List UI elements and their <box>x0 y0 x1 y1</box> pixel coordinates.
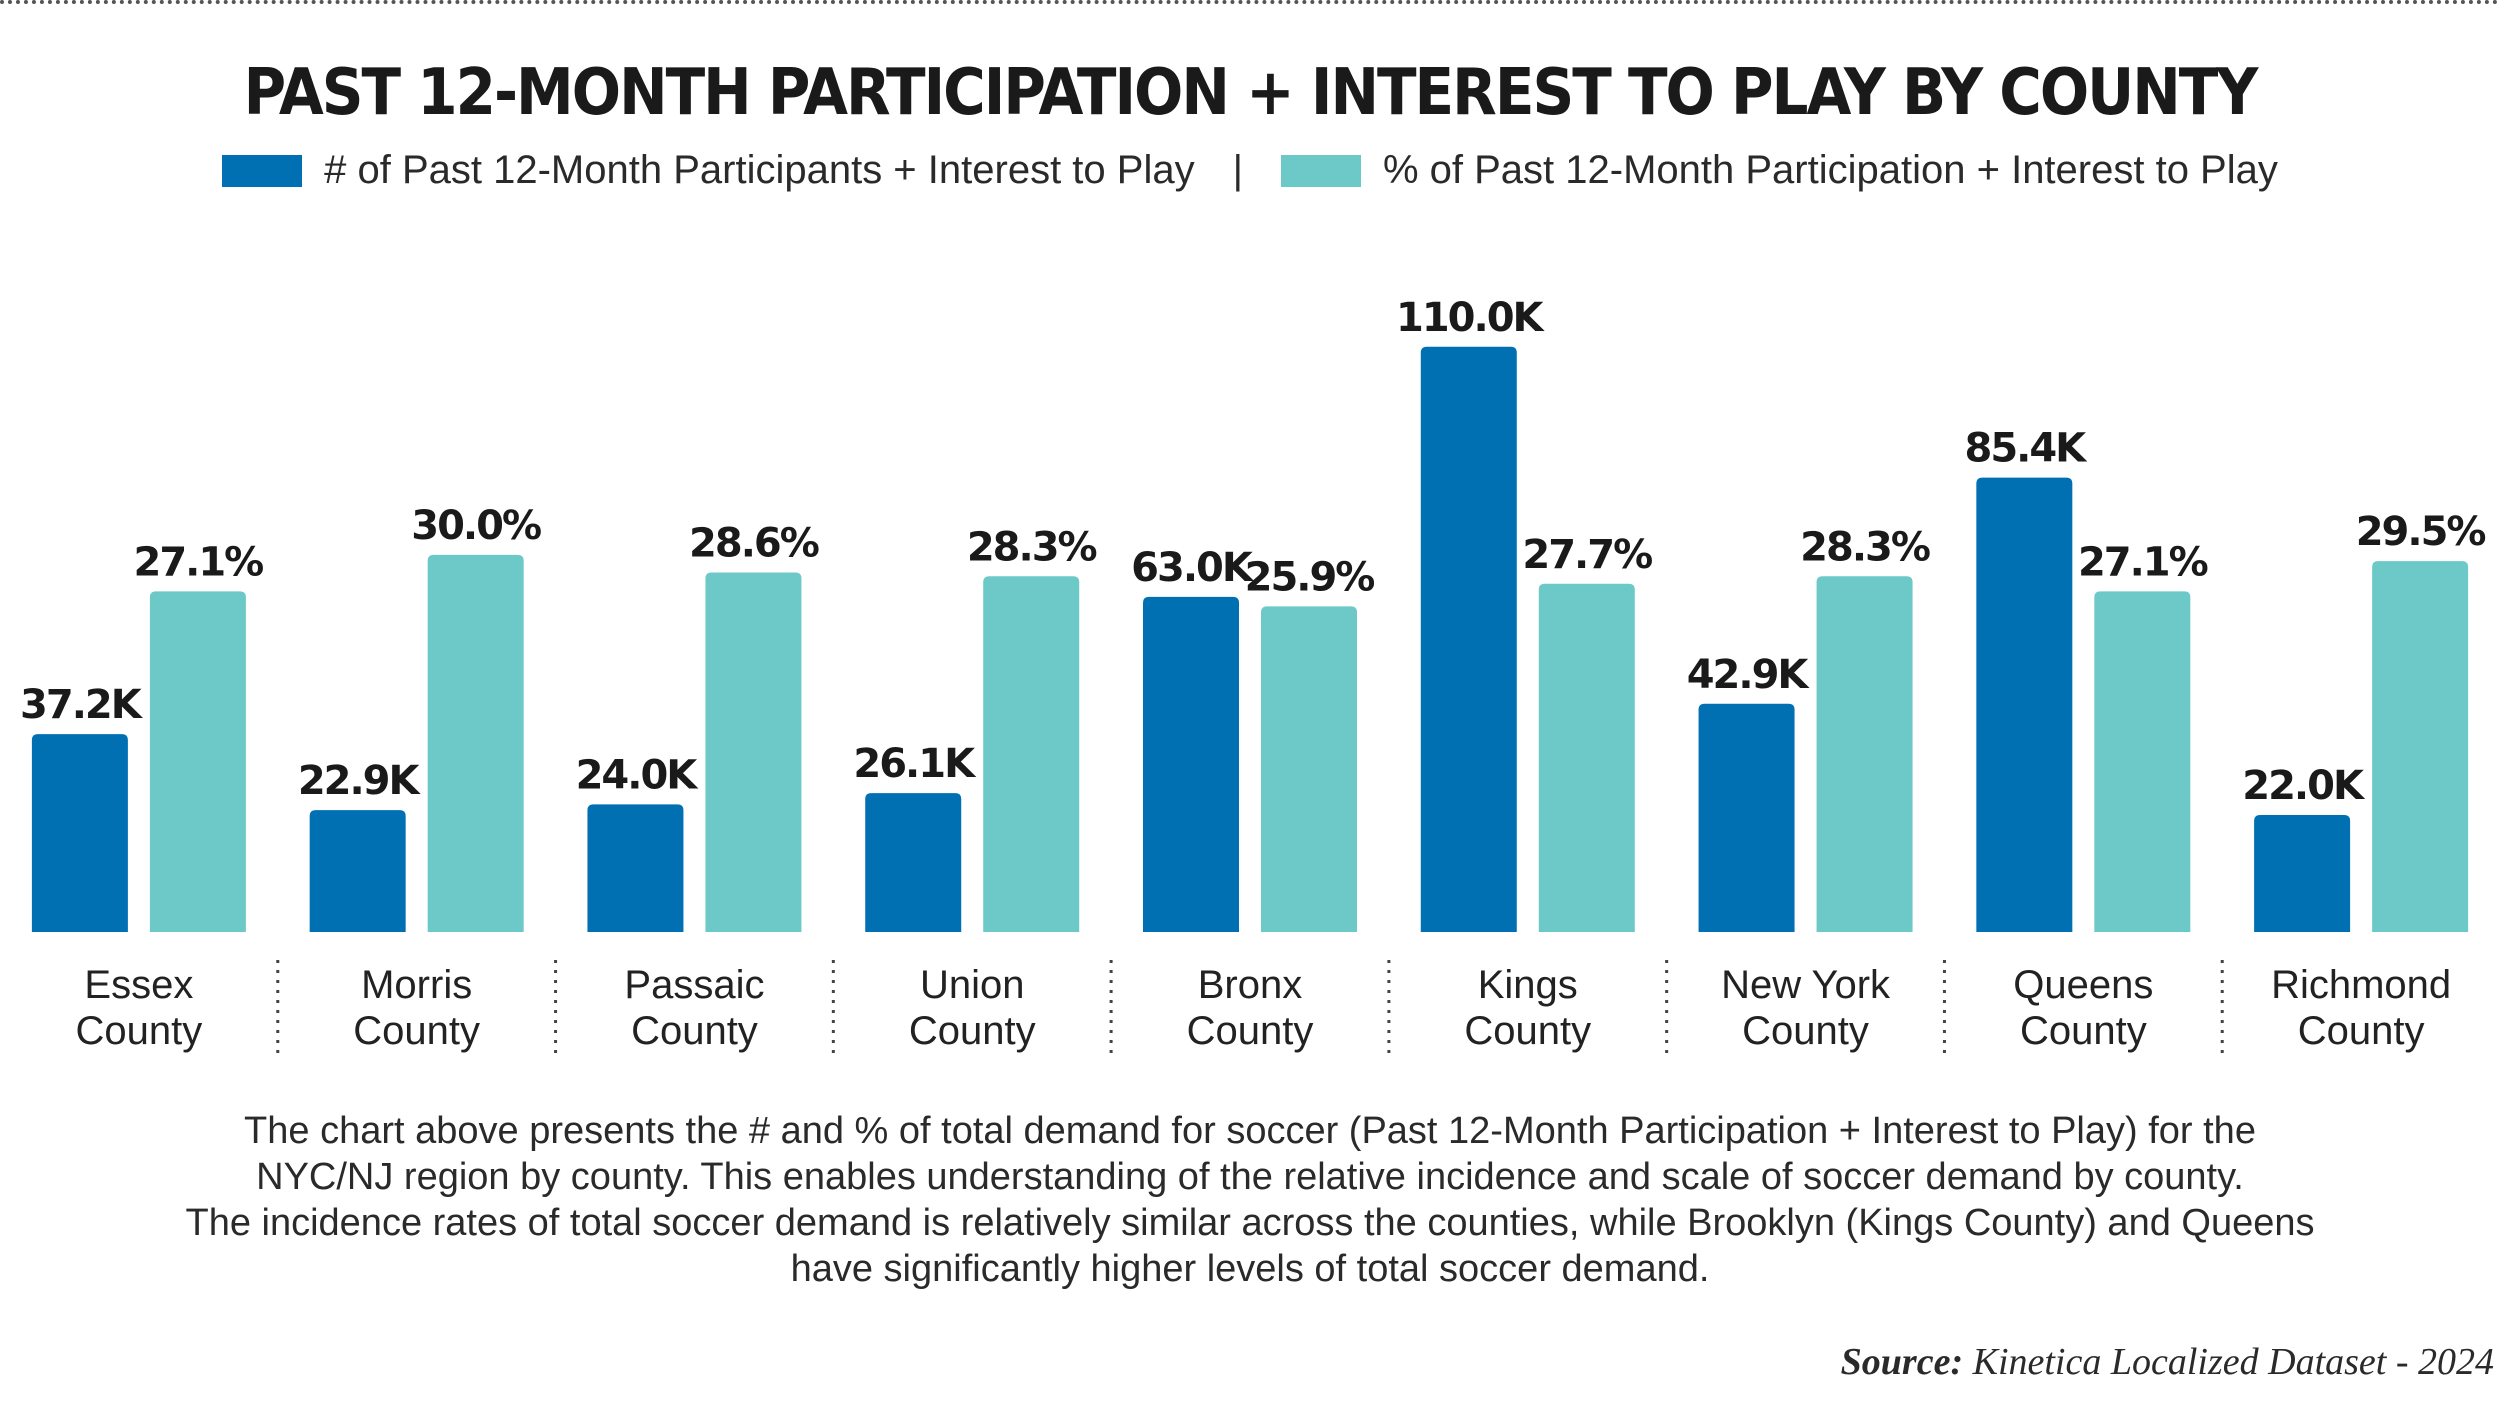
bar-percent <box>705 572 802 932</box>
category-label: Passaic <box>624 963 764 1007</box>
bar-count <box>587 804 684 932</box>
data-label-count: 85.4K <box>1964 426 2088 472</box>
category-label: Kings <box>1478 963 1578 1007</box>
data-label-count: 110.0K <box>1396 295 1546 341</box>
data-label-count: 24.0K <box>576 752 700 798</box>
note-line: The incidence rates of total soccer dema… <box>185 1202 2315 1244</box>
category-label: Essex <box>84 963 193 1007</box>
bar-count <box>1976 477 2073 932</box>
data-label-count: 26.1K <box>853 741 977 787</box>
category-label: County <box>353 1009 480 1053</box>
bar-count <box>309 810 406 932</box>
bar-percent <box>1538 583 1635 932</box>
bar-percent <box>427 554 524 932</box>
category-label: Richmond <box>2271 963 2451 1007</box>
data-label-count: 42.9K <box>1687 652 1811 698</box>
bar-count <box>1698 703 1795 932</box>
data-label-percent: 30.0% <box>411 503 541 549</box>
note-line: NYC/NJ region by county. This enables un… <box>256 1156 2244 1198</box>
data-label-percent: 29.5% <box>2356 509 2486 555</box>
category-label: County <box>631 1009 758 1053</box>
chart-title: PAST 12-MONTH PARTICIPATION + INTEREST T… <box>243 54 2259 130</box>
bar-percent <box>2372 561 2469 932</box>
bar-count <box>31 734 128 932</box>
category-label: County <box>2298 1009 2425 1053</box>
bar-percent <box>2094 591 2191 932</box>
bar-percent <box>149 591 246 932</box>
category-label: County <box>76 1009 203 1053</box>
category-label: County <box>909 1009 1036 1053</box>
chart-note: The chart above presents the # and % of … <box>0 1108 2500 1292</box>
category-label: Queens <box>2013 963 2153 1007</box>
data-label-count: 22.9K <box>298 758 422 804</box>
category-label: County <box>1742 1009 1869 1053</box>
note-line: have significantly higher levels of tota… <box>790 1248 1710 1290</box>
legend-swatch-percent <box>1280 154 1361 187</box>
data-label-percent: 25.9% <box>1245 554 1375 600</box>
top-dotted-rule <box>0 0 2500 4</box>
bar-count <box>1143 596 1239 932</box>
data-label-percent: 28.3% <box>967 524 1097 570</box>
category-label: New York <box>1721 963 1891 1007</box>
bar-chart: 37.2K27.1%EssexCounty22.9K30.0%MorrisCou… <box>20 295 2487 1058</box>
category-label: County <box>1464 1009 1591 1053</box>
category-label: Union <box>920 963 1025 1007</box>
legend-label-count: # of Past 12-Month Participants + Intere… <box>324 148 1195 192</box>
source-text: Kinetica Localized Dataset - 2024 <box>1972 1341 2494 1383</box>
legend-separator: | <box>1232 148 1243 192</box>
category-label: Morris <box>361 963 472 1007</box>
note-line: The chart above presents the # and % of … <box>244 1110 2256 1152</box>
legend-swatch-count <box>222 154 303 187</box>
source-label: Source: <box>1840 1341 1964 1383</box>
category-label: Bronx <box>1198 963 1303 1007</box>
data-label-percent: 27.1% <box>133 539 263 585</box>
legend-label-percent: % of Past 12-Month Participation + Inter… <box>1382 148 2278 192</box>
data-label-percent: 27.1% <box>2078 539 2208 585</box>
source-credit: Source: Kinetica Localized Dataset - 202… <box>1841 1340 2494 1384</box>
data-label-count: 37.2K <box>20 682 144 728</box>
bar-count <box>2254 814 2351 932</box>
bar-count <box>865 793 962 932</box>
bar-percent <box>1261 606 1357 932</box>
data-label-percent: 28.3% <box>1800 524 1930 570</box>
bar-percent <box>983 576 1080 932</box>
data-label-percent: 27.7% <box>1522 532 1652 578</box>
data-label-percent: 28.6% <box>689 520 819 566</box>
data-label-count: 63.0K <box>1131 545 1255 591</box>
category-label: County <box>2020 1009 2147 1053</box>
bar-count <box>1420 346 1517 932</box>
category-label: County <box>1187 1009 1314 1053</box>
legend: # of Past 12-Month Participants + Intere… <box>0 148 2500 193</box>
bar-percent <box>1816 576 1913 932</box>
data-label-count: 22.0K <box>2242 763 2366 809</box>
